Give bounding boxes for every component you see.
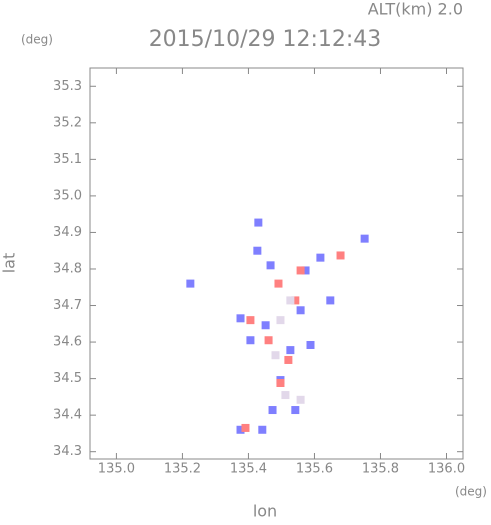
x-tick-label: 135.2	[164, 462, 201, 477]
radar-cell	[291, 296, 300, 305]
y-tick-label: 34.3	[53, 444, 82, 459]
radar-cell	[286, 296, 295, 305]
radar-cell	[281, 391, 290, 400]
radar-cell	[254, 218, 263, 227]
radar-cell	[246, 316, 255, 325]
y-tick-label: 35.0	[53, 188, 82, 203]
radar-cell	[253, 246, 262, 255]
y-tick-label: 35.2	[53, 115, 82, 130]
y-tick-label: 34.8	[53, 261, 82, 276]
radar-cell	[336, 251, 345, 260]
y-tick-label: 35.1	[53, 152, 82, 167]
y-axis-label: lat	[0, 253, 19, 274]
chart-title: 2015/10/29 12:12:43	[149, 27, 382, 52]
radar-cell	[271, 351, 280, 360]
x-unit: (deg)	[455, 485, 487, 499]
radar-cell	[306, 340, 315, 349]
radar-cell	[276, 316, 285, 325]
radar-cell	[284, 355, 293, 364]
altitude: ALT(km) 2.0	[368, 0, 463, 19]
x-tick-label: 135.0	[98, 462, 135, 477]
radar-cell	[276, 378, 285, 387]
y-tick-label: 34.4	[53, 408, 82, 423]
radar-cell	[246, 336, 255, 345]
x-tick-label: 136.0	[428, 462, 465, 477]
radar-cell	[268, 406, 277, 415]
x-tick-label: 135.4	[230, 462, 267, 477]
x-tick-label: 135.6	[296, 462, 333, 477]
radar-cell	[186, 279, 195, 288]
x-tick-label: 135.8	[362, 462, 399, 477]
radar-cell	[301, 266, 310, 275]
radar-cell	[291, 406, 300, 415]
y-tick-label: 35.3	[53, 79, 82, 94]
radar-cell	[264, 336, 273, 345]
radar-cell	[296, 266, 305, 275]
y-tick-label: 34.5	[53, 371, 82, 386]
radar-cell	[236, 425, 245, 434]
radar-cell	[296, 306, 305, 315]
radar-cell	[241, 423, 250, 432]
plot-frame	[89, 67, 464, 460]
x-axis-label: lon	[253, 502, 277, 521]
radar-cell	[236, 314, 245, 323]
y-tick-label: 34.7	[53, 298, 82, 313]
radar-cell	[286, 346, 295, 355]
radar-cell	[258, 425, 267, 434]
radar-cell	[326, 296, 335, 305]
radar-cell	[274, 279, 283, 288]
radar-cell	[316, 253, 325, 262]
radar-cell	[360, 234, 369, 243]
radar-cell	[266, 261, 275, 270]
radar-cell	[261, 321, 270, 330]
y-tick-label: 34.6	[53, 335, 82, 350]
radar-cell	[296, 395, 305, 404]
y-tick-label: 34.9	[53, 225, 82, 240]
y-unit: (deg)	[21, 33, 53, 47]
